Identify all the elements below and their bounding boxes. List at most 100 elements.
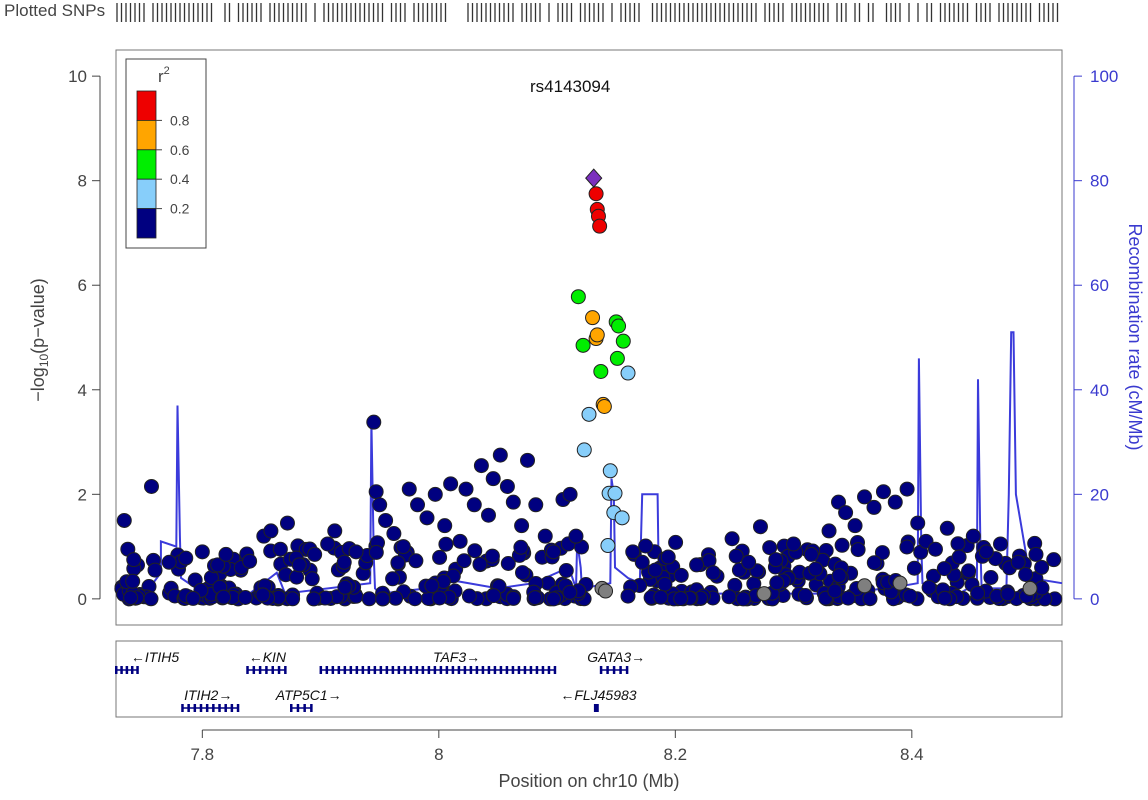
- gene-exon: [325, 666, 329, 674]
- gene-exon: [284, 666, 287, 674]
- gene-exon: [120, 666, 123, 674]
- snp-point-low-ld: [673, 567, 689, 583]
- snp-point-low-ld: [721, 589, 737, 605]
- gene-exon: [391, 666, 395, 674]
- snp-point-low-ld: [458, 481, 474, 497]
- snp-point-low-ld: [320, 536, 336, 552]
- legend-tick-label: 0.2: [170, 201, 190, 217]
- y-tick-label: 4: [78, 381, 87, 400]
- snp-point-low-ld: [327, 523, 343, 539]
- snp-point-low-ld: [143, 478, 159, 494]
- snp-point-low-ld: [492, 447, 508, 463]
- snp-point-low-ld: [857, 489, 873, 505]
- snp-point-low-ld: [735, 591, 751, 607]
- snp-point-low-ld: [831, 494, 847, 510]
- snp-point-low-ld: [546, 591, 561, 607]
- gene-exon: [290, 704, 293, 712]
- y-axis-right: 0 20 40 60 80 100: [1073, 67, 1118, 609]
- snp-point-low-ld: [390, 555, 406, 571]
- gene-exon: [493, 666, 497, 674]
- snp-point-low-ld: [480, 507, 496, 523]
- snp-point-ld: [588, 186, 604, 202]
- snp-point-low-ld: [237, 590, 253, 605]
- gene-exon: [337, 666, 341, 674]
- snp-point-low-ld: [558, 563, 574, 578]
- snp-point-ld: [615, 333, 631, 349]
- gene-exon: [331, 666, 335, 674]
- snp-point-low-ld: [965, 528, 981, 544]
- snp-point-low-ld: [285, 591, 301, 607]
- snp-point-no-ld: [598, 583, 614, 599]
- snp-point-low-ld: [527, 590, 543, 606]
- gene-exon: [258, 666, 262, 674]
- gene-exon: [187, 704, 190, 712]
- snp-point-low-ld: [862, 591, 878, 607]
- snp-point-low-ld: [537, 528, 553, 544]
- snp-point-low-ld: [361, 591, 377, 607]
- snp-point-low-ld: [513, 539, 529, 555]
- snp-point-low-ld: [385, 571, 401, 587]
- snp-point-low-ld: [899, 539, 915, 555]
- legend-tick-label: 0.4: [170, 171, 190, 187]
- snp-point-low-ld: [218, 546, 234, 562]
- snp-point-low-ld: [927, 541, 943, 557]
- snp-point-low-ld: [937, 590, 953, 606]
- snp-point-low-ld: [368, 484, 384, 500]
- gene-exon: [505, 666, 509, 674]
- y2-axis-title: Recombination rate (cM/Mb): [1125, 223, 1145, 450]
- snp-point-low-ld: [520, 452, 536, 468]
- legend-color-swatch: [136, 149, 157, 180]
- snp-point-low-ld: [821, 523, 837, 539]
- snp-point-low-ld: [272, 541, 288, 557]
- snp-point-low-ld: [291, 557, 307, 573]
- snp-point-low-ld: [786, 536, 802, 552]
- snp-point-low-ld: [899, 481, 915, 497]
- snp-point-low-ld: [970, 585, 986, 601]
- y-axis-title: −log10(p−value): [28, 278, 51, 401]
- gene-exon: [415, 666, 419, 674]
- snp-point-low-ld: [348, 544, 364, 560]
- snp-point-low-ld: [255, 587, 271, 603]
- gene-exon: [385, 666, 389, 674]
- snp-point-low-ld: [484, 548, 500, 564]
- snp-point-low-ld: [657, 576, 673, 592]
- snp-point-no-ld: [857, 578, 873, 594]
- snp-point-low-ld: [638, 538, 654, 554]
- snp-point-low-ld: [874, 545, 890, 561]
- snp-point-low-ld: [408, 553, 424, 569]
- gene-exon: [181, 704, 184, 712]
- snp-point-low-ld: [472, 556, 488, 572]
- snp-point-low-ld: [368, 544, 384, 560]
- snp-point-low-ld: [505, 590, 521, 606]
- snp-point-low-ld: [185, 590, 201, 606]
- snp-point-low-ld: [337, 579, 353, 595]
- gene-exon: [252, 666, 256, 674]
- snp-point-low-ld: [216, 589, 232, 605]
- snp-point-low-ld: [486, 588, 502, 604]
- snp-point-ld: [575, 337, 591, 353]
- gene-exon: [319, 666, 323, 674]
- snp-point-low-ld: [505, 494, 521, 510]
- snp-point-low-ld: [307, 546, 323, 562]
- snp-point-low-ld: [1018, 567, 1034, 582]
- gene-exon: [529, 666, 533, 674]
- snp-point-low-ld: [375, 591, 391, 607]
- gene-exon: [115, 666, 118, 674]
- snp-point-low-ld: [528, 497, 544, 513]
- gene-label: ←KIN: [249, 649, 287, 665]
- snp-point-low-ld: [1000, 586, 1016, 602]
- snp-point-ld: [585, 310, 601, 326]
- snp-point-low-ld: [438, 536, 454, 552]
- snp-point-low-ld: [936, 561, 952, 577]
- snp-point-ld: [602, 463, 618, 479]
- snp-point-low-ld: [410, 497, 426, 513]
- snp-point-low-ld: [452, 533, 468, 549]
- gene-exon: [421, 666, 425, 674]
- gene-exon: [427, 666, 431, 674]
- snp-point-low-ld: [378, 512, 394, 528]
- x-tick-label: 8.4: [900, 745, 924, 764]
- snp-point-low-ld: [951, 549, 967, 565]
- gene-exon: [625, 666, 629, 674]
- snp-point-low-ld: [668, 534, 684, 550]
- snp-point-low-ld: [1010, 554, 1026, 570]
